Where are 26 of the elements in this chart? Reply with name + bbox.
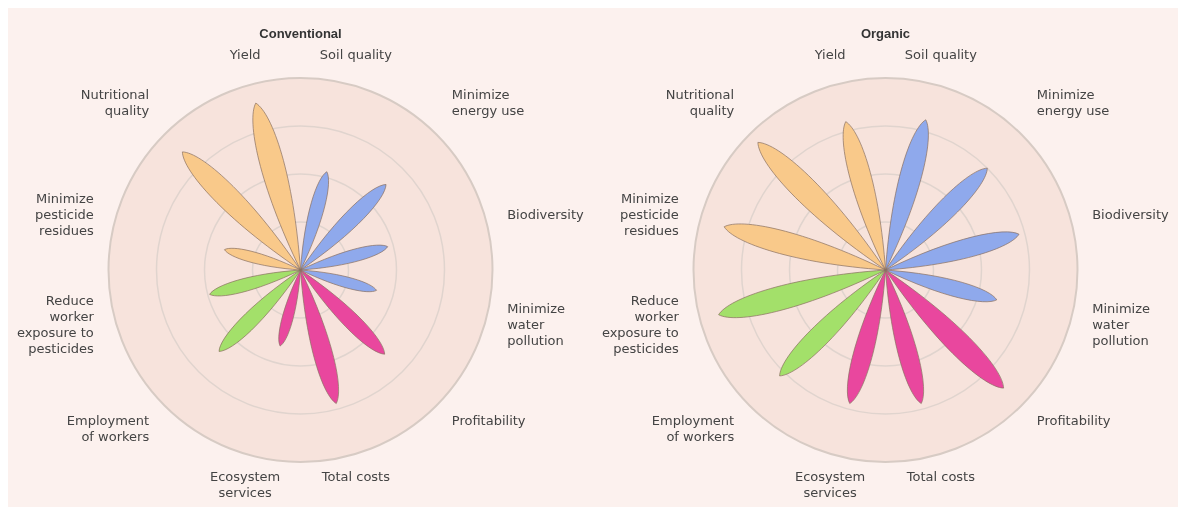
spoke-label: Minimize water pollution: [507, 301, 565, 349]
spoke-label: Minimize pesticide residues: [35, 190, 94, 238]
spoke-label: Yield: [228, 47, 261, 63]
spoke-label: Minimize pesticide residues: [620, 190, 679, 238]
spoke-label: Profitability: [1036, 413, 1111, 429]
chart-title: Organic: [860, 26, 911, 41]
spoke-label: Nutritional quality: [665, 86, 735, 118]
spoke-label: Minimize water pollution: [1092, 301, 1150, 349]
spoke-label: Profitability: [451, 413, 526, 429]
chart-title: Conventional: [259, 26, 342, 41]
spoke-label: Minimize energy use: [1036, 86, 1110, 118]
spoke-label: Ecosystem services: [794, 468, 866, 500]
spoke-label: Total costs: [905, 468, 976, 484]
spoke-label: Employment of workers: [66, 413, 150, 445]
spoke-label: Biodiversity: [1092, 206, 1170, 222]
spoke-label: Total costs: [320, 468, 391, 484]
spoke-label: Soil quality: [319, 47, 393, 63]
spoke-label: Yield: [813, 47, 846, 63]
spoke-label: Reduce worker exposure to pesticides: [16, 293, 95, 357]
spoke-label: Minimize energy use: [451, 86, 525, 118]
spoke-label: Employment of workers: [651, 413, 735, 445]
spoke-label: Soil quality: [904, 47, 978, 63]
spoke-label: Ecosystem services: [209, 468, 281, 500]
spoke-label: Nutritional quality: [80, 86, 150, 118]
spoke-label: Reduce worker exposure to pesticides: [601, 293, 680, 357]
spoke-label: Biodiversity: [507, 206, 585, 222]
